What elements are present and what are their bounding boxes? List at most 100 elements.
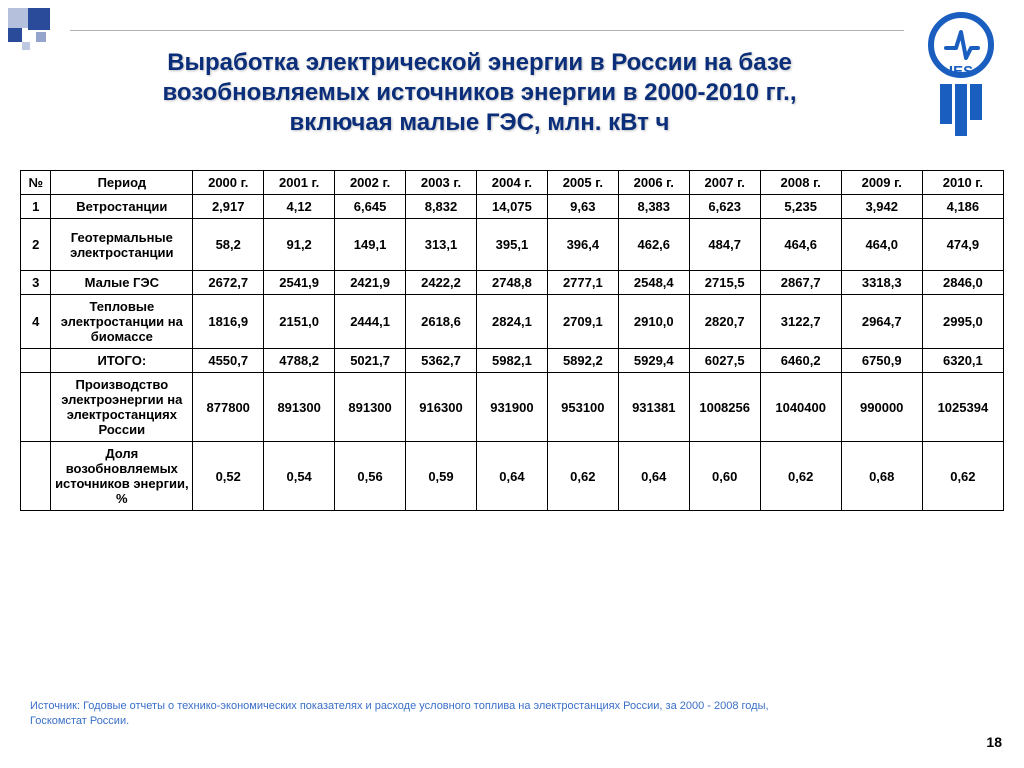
cell: 2421,9 [335, 271, 406, 295]
cell: 916300 [406, 373, 477, 442]
cell: 2820,7 [689, 295, 760, 349]
data-table-wrap: № Период 2000 г. 2001 г. 2002 г. 2003 г.… [20, 170, 1004, 511]
table-row: Доля возобновляемых источников энергии, … [21, 442, 1004, 511]
cell: 0,62 [547, 442, 618, 511]
title-line-2: возобновляемых источников энергии в 2000… [162, 79, 796, 106]
cell: 2548,4 [618, 271, 689, 295]
col-2002: 2002 г. [335, 171, 406, 195]
page-number: 18 [986, 734, 1002, 750]
row-label: Производство электроэнергии на электрост… [51, 373, 193, 442]
cell: 5892,2 [547, 349, 618, 373]
cell: 4,12 [264, 195, 335, 219]
cell: 2151,0 [264, 295, 335, 349]
top-rule [70, 30, 904, 31]
row-label: Тепловые электростанции на биомассе [51, 295, 193, 349]
cell: 2618,6 [406, 295, 477, 349]
row-label: Доля возобновляемых источников энергии, … [51, 442, 193, 511]
cell: 5021,7 [335, 349, 406, 373]
cell: 0,52 [193, 442, 264, 511]
cell: 6027,5 [689, 349, 760, 373]
row-num [21, 442, 51, 511]
cell: 464,6 [760, 219, 841, 271]
table-row: 2 Геотермальные электростанции 58,2 91,2… [21, 219, 1004, 271]
cell: 6750,9 [841, 349, 922, 373]
cell: 8,832 [406, 195, 477, 219]
cell: 396,4 [547, 219, 618, 271]
col-num: № [21, 171, 51, 195]
cell: 149,1 [335, 219, 406, 271]
table-header-row: № Период 2000 г. 2001 г. 2002 г. 2003 г.… [21, 171, 1004, 195]
cell: 6460,2 [760, 349, 841, 373]
cell: 0,64 [476, 442, 547, 511]
logo-circle-icon: IES [926, 10, 996, 80]
cell: 931381 [618, 373, 689, 442]
source-footnote: Источник: Годовые отчеты о технико-эконо… [30, 699, 824, 728]
cell: 990000 [841, 373, 922, 442]
logo-bars-icon [916, 84, 1006, 136]
cell: 1040400 [760, 373, 841, 442]
cell: 6,645 [335, 195, 406, 219]
cell: 484,7 [689, 219, 760, 271]
col-2001: 2001 г. [264, 171, 335, 195]
cell: 2422,2 [406, 271, 477, 295]
cell: 2824,1 [476, 295, 547, 349]
decorative-squares [8, 8, 68, 58]
cell: 0,68 [841, 442, 922, 511]
col-2000: 2000 г. [193, 171, 264, 195]
row-num: 3 [21, 271, 51, 295]
cell: 2444,1 [335, 295, 406, 349]
cell: 474,9 [922, 219, 1003, 271]
cell: 4550,7 [193, 349, 264, 373]
table-row: Производство электроэнергии на электрост… [21, 373, 1004, 442]
cell: 6320,1 [922, 349, 1003, 373]
row-num [21, 373, 51, 442]
col-2008: 2008 г. [760, 171, 841, 195]
row-label: Геотермальные электростанции [51, 219, 193, 271]
cell: 4788,2 [264, 349, 335, 373]
slide-title: Выработка электрической энергии в России… [65, 48, 894, 138]
cell: 5,235 [760, 195, 841, 219]
col-2007: 2007 г. [689, 171, 760, 195]
ies-logo: IES [916, 10, 1006, 140]
cell: 3,942 [841, 195, 922, 219]
cell: 2715,5 [689, 271, 760, 295]
cell: 4,186 [922, 195, 1003, 219]
cell: 877800 [193, 373, 264, 442]
cell: 0,59 [406, 442, 477, 511]
data-table: № Период 2000 г. 2001 г. 2002 г. 2003 г.… [20, 170, 1004, 511]
cell: 5929,4 [618, 349, 689, 373]
cell: 0,54 [264, 442, 335, 511]
cell: 1816,9 [193, 295, 264, 349]
cell: 313,1 [406, 219, 477, 271]
cell: 2541,9 [264, 271, 335, 295]
title-line-1: Выработка электрической энергии в России… [167, 49, 792, 76]
cell: 0,62 [760, 442, 841, 511]
col-2005: 2005 г. [547, 171, 618, 195]
cell: 2777,1 [547, 271, 618, 295]
cell: 1008256 [689, 373, 760, 442]
cell: 2867,7 [760, 271, 841, 295]
row-label: ИТОГО: [51, 349, 193, 373]
cell: 2964,7 [841, 295, 922, 349]
cell: 891300 [264, 373, 335, 442]
cell: 2672,7 [193, 271, 264, 295]
col-2003: 2003 г. [406, 171, 477, 195]
cell: 2910,0 [618, 295, 689, 349]
cell: 2,917 [193, 195, 264, 219]
cell: 5362,7 [406, 349, 477, 373]
cell: 8,383 [618, 195, 689, 219]
cell: 6,623 [689, 195, 760, 219]
cell: 91,2 [264, 219, 335, 271]
table-row: ИТОГО: 4550,7 4788,2 5021,7 5362,7 5982,… [21, 349, 1004, 373]
cell: 891300 [335, 373, 406, 442]
cell: 3318,3 [841, 271, 922, 295]
cell: 395,1 [476, 219, 547, 271]
row-label: Ветростанции [51, 195, 193, 219]
cell: 14,075 [476, 195, 547, 219]
cell: 0,64 [618, 442, 689, 511]
cell: 2995,0 [922, 295, 1003, 349]
row-num: 4 [21, 295, 51, 349]
col-2009: 2009 г. [841, 171, 922, 195]
cell: 464,0 [841, 219, 922, 271]
table-row: 1 Ветростанции 2,917 4,12 6,645 8,832 14… [21, 195, 1004, 219]
